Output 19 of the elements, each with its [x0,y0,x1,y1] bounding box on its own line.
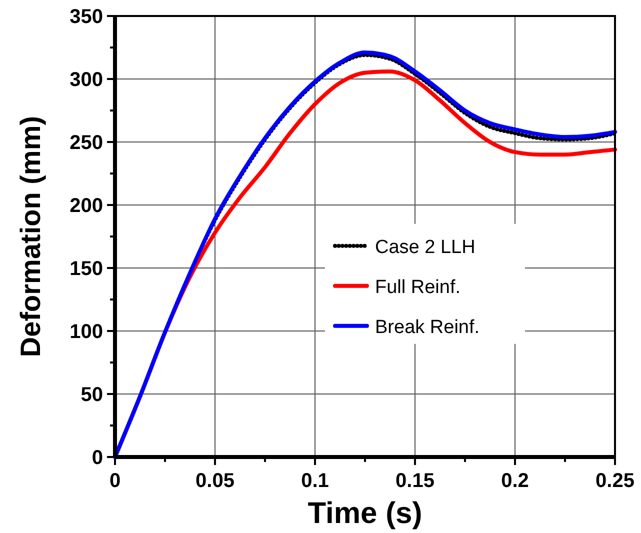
y-tick-label: 350 [70,6,103,28]
x-tick-label: 0 [109,470,121,492]
legend-label: Case 2 LLH [375,236,476,258]
y-tick-label: 300 [70,69,103,91]
legend-label: Break Reinf. [375,316,480,338]
legend-label: Full Reinf. [375,276,461,298]
y-tick-label: 150 [70,258,103,280]
y-tick-label: 50 [80,384,103,406]
y-tick-label: 100 [70,321,103,343]
y-tick-label: 0 [92,447,103,469]
y-tick-label: 200 [70,195,103,217]
y-tick-label: 250 [70,132,103,154]
x-tick-label: 0.1 [301,470,329,492]
x-tick-label: 0.2 [501,470,529,492]
x-tick-label: 0.15 [396,470,434,492]
x-axis-title: Time (s) [308,497,422,530]
x-tick-label: 0.05 [196,470,234,492]
y-axis-title: Deformation (mm) [15,116,46,358]
x-tick-label: 0.25 [596,470,634,492]
